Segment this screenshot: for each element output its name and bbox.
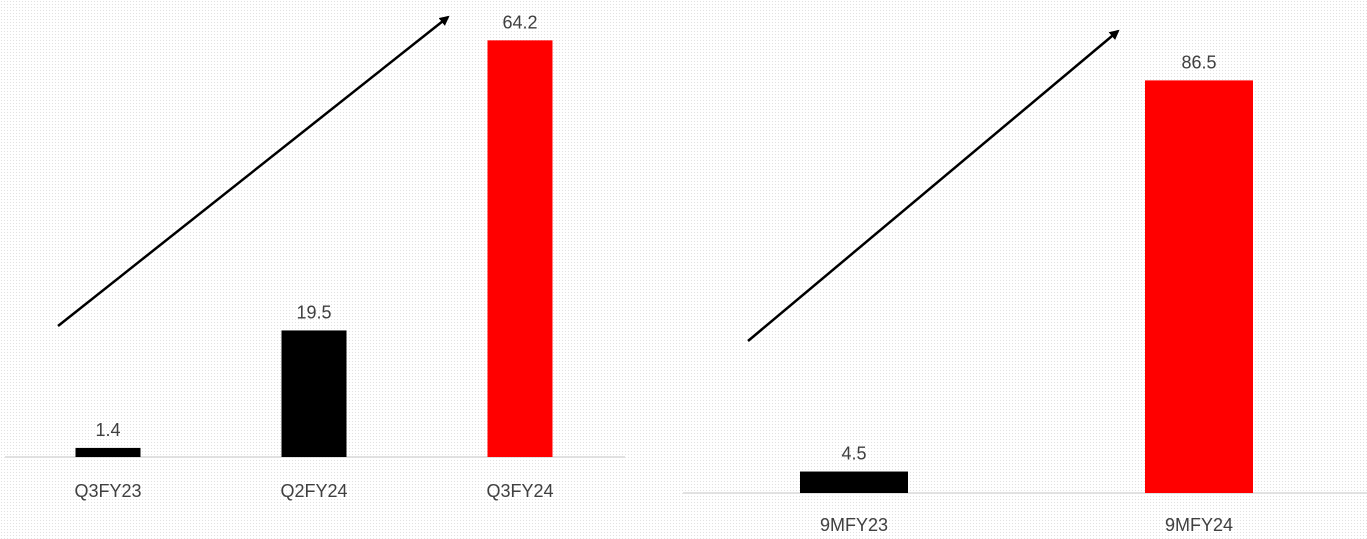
- data-label-q2fy24: 19.5: [296, 302, 331, 322]
- category-label-q2fy24: Q2FY24: [280, 481, 347, 501]
- bar-q3fy24: [487, 40, 553, 457]
- bar-q2fy24: [281, 330, 347, 457]
- data-label-q3fy24: 64.2: [502, 12, 537, 32]
- category-label-9mfy23: 9MFY23: [820, 515, 888, 535]
- data-label-9mfy23: 4.5: [841, 444, 866, 464]
- trend-arrow: [747, 29, 1120, 342]
- trend-arrow: [57, 15, 450, 327]
- chart-left: 1.4 Q3FY23 19.5 Q2FY24 64.2 Q3FY24: [5, 12, 625, 501]
- category-label-9mfy24: 9MFY24: [1165, 515, 1233, 535]
- data-label-q3fy23: 1.4: [95, 420, 120, 440]
- chart-right: 4.5 9MFY23 86.5 9MFY24: [683, 29, 1367, 535]
- bar-9mfy23: [800, 471, 908, 493]
- category-label-q3fy23: Q3FY23: [74, 481, 141, 501]
- bar-9mfy24: [1145, 80, 1253, 494]
- bar-q3fy23: [75, 447, 141, 457]
- category-label-q3fy24: Q3FY24: [486, 481, 553, 501]
- data-label-9mfy24: 86.5: [1181, 52, 1216, 72]
